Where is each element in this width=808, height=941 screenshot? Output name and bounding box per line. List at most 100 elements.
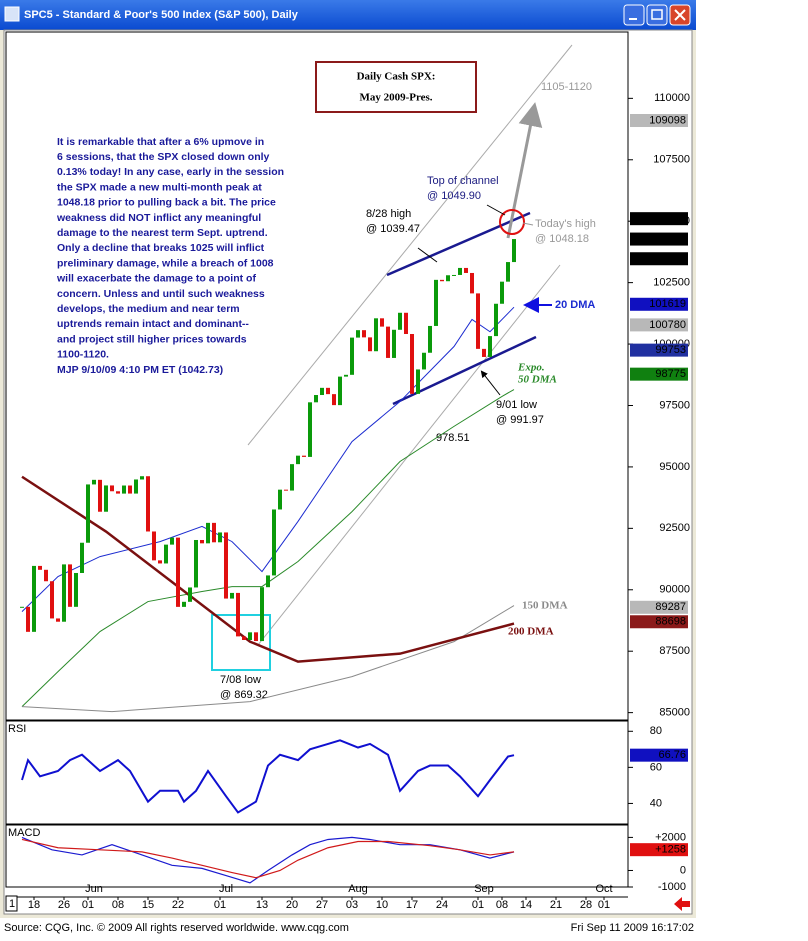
candle [92,479,96,485]
price-label-box [630,615,688,629]
headline-box [315,61,477,113]
x-tick-label: 03 [346,899,358,911]
pointer [486,204,506,216]
x-tick-label: 08 [496,899,508,911]
close-icon [674,9,686,21]
price-label: 105103 [649,213,686,225]
commentary-line: weakness did NOT inflict any meaningful [56,212,261,224]
client-area [3,29,693,915]
annotation: Expo. [517,362,545,374]
month-label: Sep [474,883,494,895]
candle [134,479,138,494]
y-tick-label: 87500 [659,645,690,657]
candle [242,636,246,640]
annotation: 7/08 low [220,674,261,686]
x-tick-label: 27 [316,899,328,911]
scroll-arrow[interactable] [674,897,690,911]
candle [380,318,384,327]
y-tick-label: 95000 [659,461,690,473]
x-tick-label: 01 [214,899,226,911]
annotation: @ 1048.18 [535,233,589,245]
candle [32,565,36,632]
y-tick-label: 97500 [659,399,690,411]
price-label: 99753 [655,344,686,356]
candle [302,455,306,457]
ma-label: 20 DMA [555,299,595,311]
macd-tick-label: +2000 [655,831,686,843]
candle [176,537,180,607]
x-tick-label: 15 [142,899,154,911]
candle [218,532,222,543]
candle [272,509,276,576]
price-label-box [630,297,688,311]
page-box-label: 1 [9,898,15,910]
candle [80,542,84,573]
annotation: Today's high [535,218,596,230]
pointer [522,222,534,226]
commentary-line: and project still higher prices towards [57,333,247,345]
commentary-line: uptrends remain intact and dominant-- [57,318,249,330]
candle [266,575,270,588]
rsi-panel [5,720,629,825]
rsi-line [21,739,515,814]
candle [206,522,210,544]
candle [164,544,168,564]
moving-average [21,306,515,612]
price-label: 101619 [649,298,686,310]
minimize-button[interactable] [623,4,645,26]
candle [464,267,468,273]
candle [422,352,426,370]
candle [278,489,282,510]
candle [128,485,132,494]
commentary-line: will exacerbate the damage to a point of [56,273,256,285]
x-tick-label: 17 [406,899,418,911]
macd-value-box [630,843,688,857]
rsi-value: 66.76 [658,749,686,761]
x-tick-label: 28 [580,899,592,911]
page-box[interactable] [5,895,18,912]
price-label-box [630,252,688,266]
commentary-line: It is remarkable that after a 6% upmove … [57,136,264,148]
pointer [480,370,501,396]
candle [236,592,240,637]
x-tick-label: 08 [112,899,124,911]
maximize-button[interactable] [646,4,668,26]
candle [488,336,492,357]
candle [404,312,408,335]
annotation: Top of channel [427,175,499,187]
outer-channel-line [257,264,561,646]
x-tick-label: 13 [256,899,268,911]
candle [110,485,114,492]
price-label: 100780 [649,319,686,331]
x-tick-label: 01 [598,899,610,911]
commentary-line: 0.13% today! In any case, early in the s… [57,166,284,178]
macd-tick-label: 0 [680,864,686,876]
commentary-line: 6 sessions, that the SPX closed down onl… [57,151,270,163]
price-label: 103472 [649,253,686,265]
annotation: @ 1049.90 [427,190,481,202]
x-tick-label: 21 [550,899,562,911]
projection-arrow [506,102,543,239]
candle [338,376,342,406]
candle [494,303,498,337]
price-label: 89287 [655,601,686,613]
price-label-box [630,318,688,332]
commentary-line: damage to the nearest term Sept. uptrend… [57,227,268,239]
macd-tick-label: -1000 [658,881,686,893]
candle [284,489,288,491]
candle [320,387,324,396]
candle [308,402,312,457]
x-tick-label: 26 [58,899,70,911]
candle [470,272,474,294]
annotation: 1105-1120 [541,81,592,93]
commentary-line: the SPX made a new multi-month peak at [57,181,262,193]
y-tick-label: 92500 [659,522,690,534]
candle [458,267,462,275]
candle [26,606,30,632]
candle [224,532,228,599]
candle [140,476,144,480]
candle [350,337,354,375]
candle [194,539,198,588]
x-tick-label: 22 [172,899,184,911]
